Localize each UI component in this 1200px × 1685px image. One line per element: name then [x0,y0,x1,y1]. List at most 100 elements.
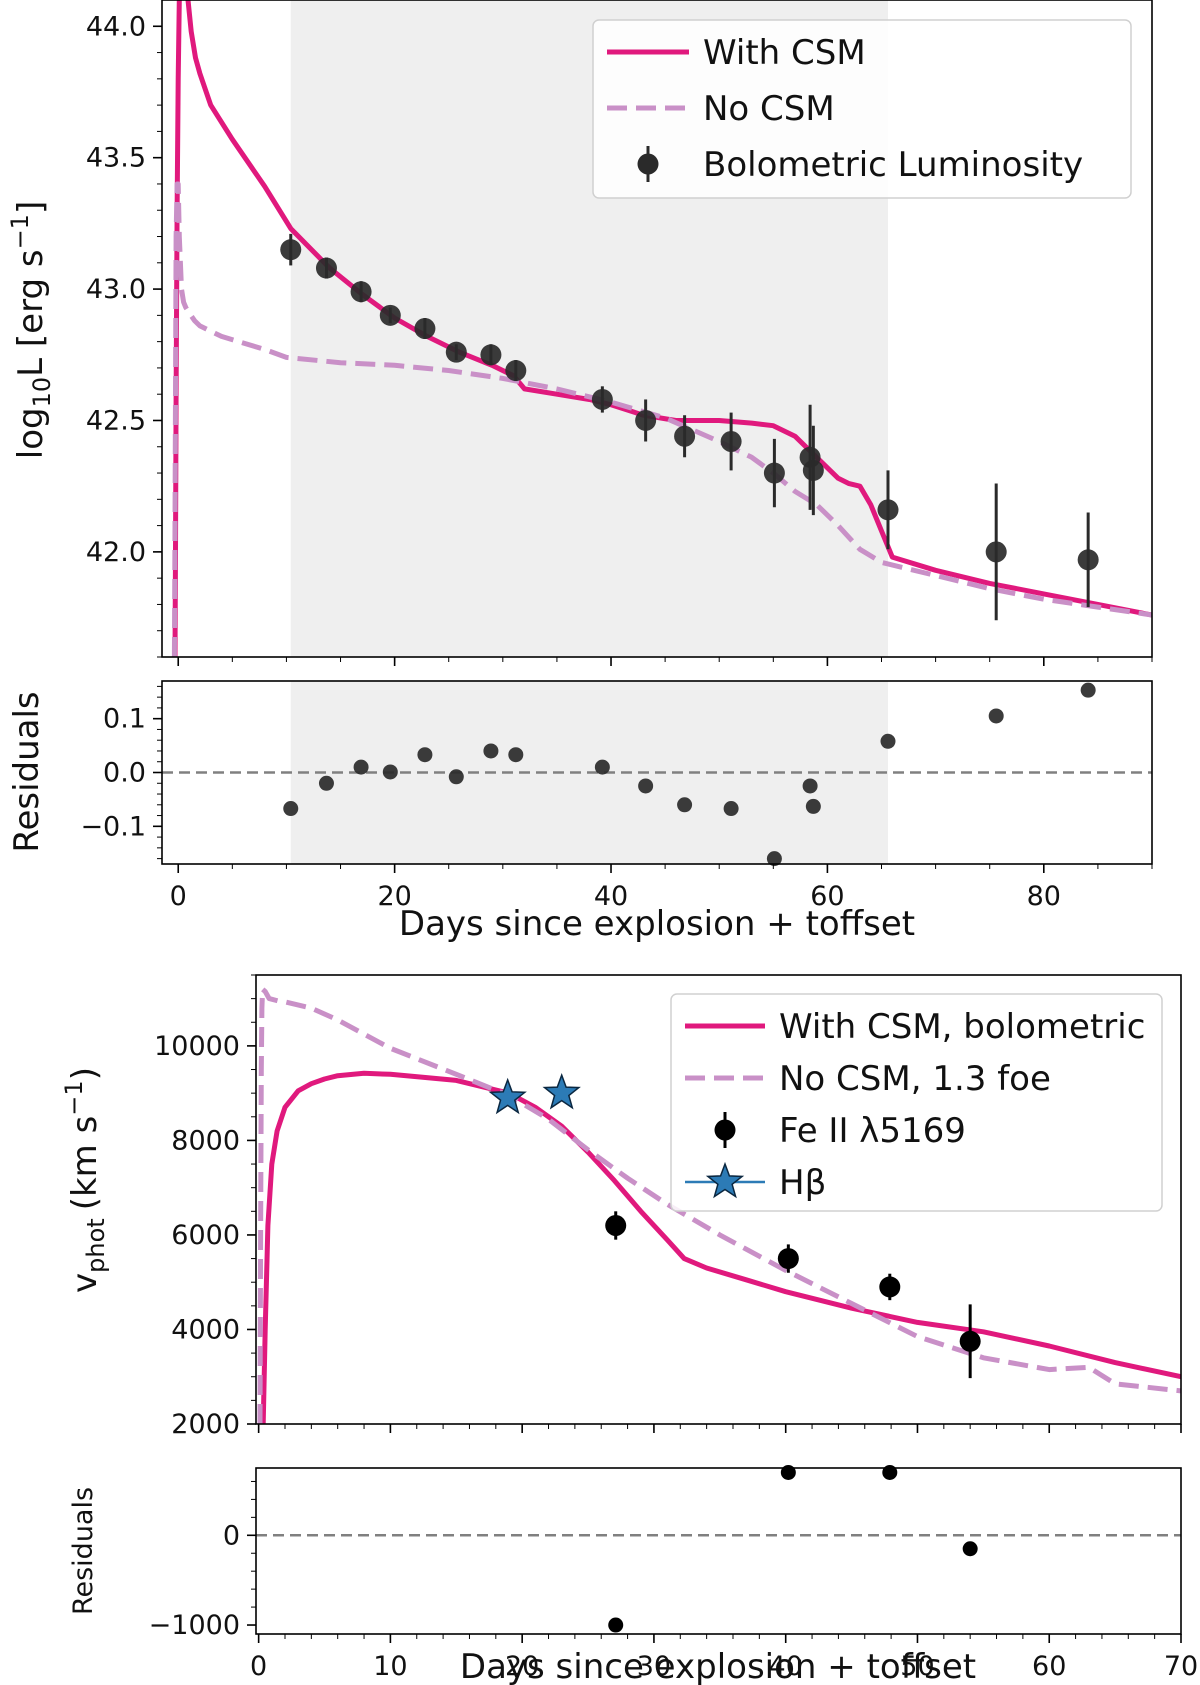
lumres-data-point [508,747,524,763]
lumres-ytick-label: −0.1 [80,811,146,842]
velres-xtick-label: 30 [637,1651,671,1682]
lum-data-point [505,360,527,382]
lum-series-with-csm-line [172,0,1152,657]
vel-legend-handle-3 [705,1161,745,1199]
lumres-data-point [594,759,610,775]
lum-data-point [280,239,302,261]
lumres-data-point [802,778,818,794]
hbeta-star-point [488,1077,527,1115]
lumres-data-point [805,798,821,814]
lum-legend: With CSM No CSM Bolometric Luminosity [592,19,1132,199]
velres-xtick-label: 20 [505,1651,539,1682]
velres-ytick-label: 0 [223,1520,240,1551]
vel-ytick-label: 10000 [154,1031,240,1062]
lum-data-point [802,459,824,481]
lumres-data-point [483,743,499,759]
vel-data-point [605,1214,627,1236]
vel-legend: With CSM, bolometric No CSM, 1.3 foe Fe II… [670,993,1163,1212]
velres-data-point [962,1541,978,1557]
lum-data-point [1077,549,1099,571]
vel-ylabel-main: v [65,1273,105,1293]
lumres-xtick-label: 20 [377,881,411,912]
lumres-xtick-label: 40 [594,881,628,912]
vel-legend-label-3: Hβ [779,1163,826,1203]
lumres-data-point [988,708,1004,724]
lumres-data-point [417,747,433,763]
lum-series-no-csm-line [171,181,1152,657]
lumres-data-point [766,851,782,867]
lum-data-point [674,425,696,447]
lum-data-point [720,431,742,453]
lumres-ytick-label: 0.1 [103,704,146,735]
lum-data-point [635,409,657,431]
lumres-xtick-label: 0 [170,881,187,912]
vel-ylabel: vphot(km s−1) [60,1067,110,1293]
lum-axes-frame [161,0,1153,658]
vel-data-point [959,1330,981,1352]
lum-ytick-label: 43.5 [86,143,146,174]
lum-data-point [315,257,337,279]
lumres-data-point [723,801,739,817]
hbeta-star-point [542,1072,581,1110]
vel-ytick-label: 4000 [171,1314,240,1345]
vel-data-point [879,1276,901,1298]
lum-data-point [877,499,899,521]
velres-xtick-label: 0 [250,1651,267,1682]
lumres-xtick-label: 80 [1027,881,1061,912]
lum-legend-label-1: No CSM [703,89,835,129]
vel-legend-handle-2 [714,1119,736,1141]
velres-axes-frame [255,1467,1182,1635]
velres-ylabel: Residuals [68,1487,99,1615]
velres-xtick-label: 10 [373,1651,407,1682]
lum-ytick-label: 42.0 [86,537,146,568]
lum-data-point [350,281,372,303]
lumres-data-point [353,759,369,775]
lumres-data-point [283,801,299,817]
vel-legend-box [670,993,1163,1212]
vel-axes-frame [255,974,1182,1425]
lum-data-point [379,304,401,326]
lum-ytick-label: 42.5 [86,405,146,436]
lum-legend-box [592,19,1132,199]
lum-legend-label-0: With CSM [703,33,866,73]
lumres-data-point [677,797,693,813]
lum-ylabel: log10L [erg s−1] [6,201,56,459]
lum-legend-label-2: Bolometric Luminosity [703,145,1083,185]
velocity-panel: vphot(km s−1) 2000 4000 6000 8000 10000 With … [60,974,1182,1440]
lum-data-point [591,388,613,410]
vel-ytick-label: 6000 [171,1220,240,1251]
vel-ylabel-sub: phot [82,1218,110,1273]
vel-series-no-csm-line [257,986,1181,1424]
lum-data-point [763,462,785,484]
lumres-data-point [880,733,896,749]
velres-ytick-label: −1000 [149,1610,240,1641]
lumres-data-point [448,769,464,785]
velres-xtick-label: 70 [1164,1651,1198,1682]
lum-data-point [445,341,467,363]
velocity-residuals-panel: Residuals Days since explosion + toffset… [68,1464,1198,1685]
lumres-ylabel: Residuals [7,691,47,852]
velres-xlabel: Days since explosion + toffset [460,1647,976,1685]
lumres-ytick-label: 0.0 [103,758,146,789]
lum-data-point [985,541,1007,563]
luminosity-panel: log10L [erg s−1] 42.0 42.5 43.0 43.5 44.0 Wit… [6,0,1153,666]
lum-ytick-label: 43.0 [86,274,146,305]
velres-xtick-label: 50 [900,1651,934,1682]
vel-ytick-label: 8000 [171,1125,240,1156]
lumres-data-point [1080,682,1096,698]
velres-data-point [608,1617,624,1633]
vel-legend-label-0: With CSM, bolometric [779,1007,1145,1047]
vel-data-point [777,1248,799,1270]
vel-legend-label-1: No CSM, 1.3 foe [779,1059,1051,1099]
lumres-data-point [318,775,334,791]
lumres-data-point [382,764,398,780]
luminosity-residuals-panel: Residuals Days since explosion + toffset… [7,680,1153,944]
lum-data-point [414,318,436,339]
lum-ytick-label: 44.0 [86,11,146,42]
vel-ytick-label: 2000 [171,1409,240,1440]
lum-legend-handle-2 [637,153,659,175]
lumres-xlabel: Days since explosion + toffset [399,904,915,944]
velres-xtick-label: 40 [769,1651,803,1682]
lum-data-point [480,344,502,366]
vel-legend-label-2: Fe II λ5169 [779,1111,966,1151]
